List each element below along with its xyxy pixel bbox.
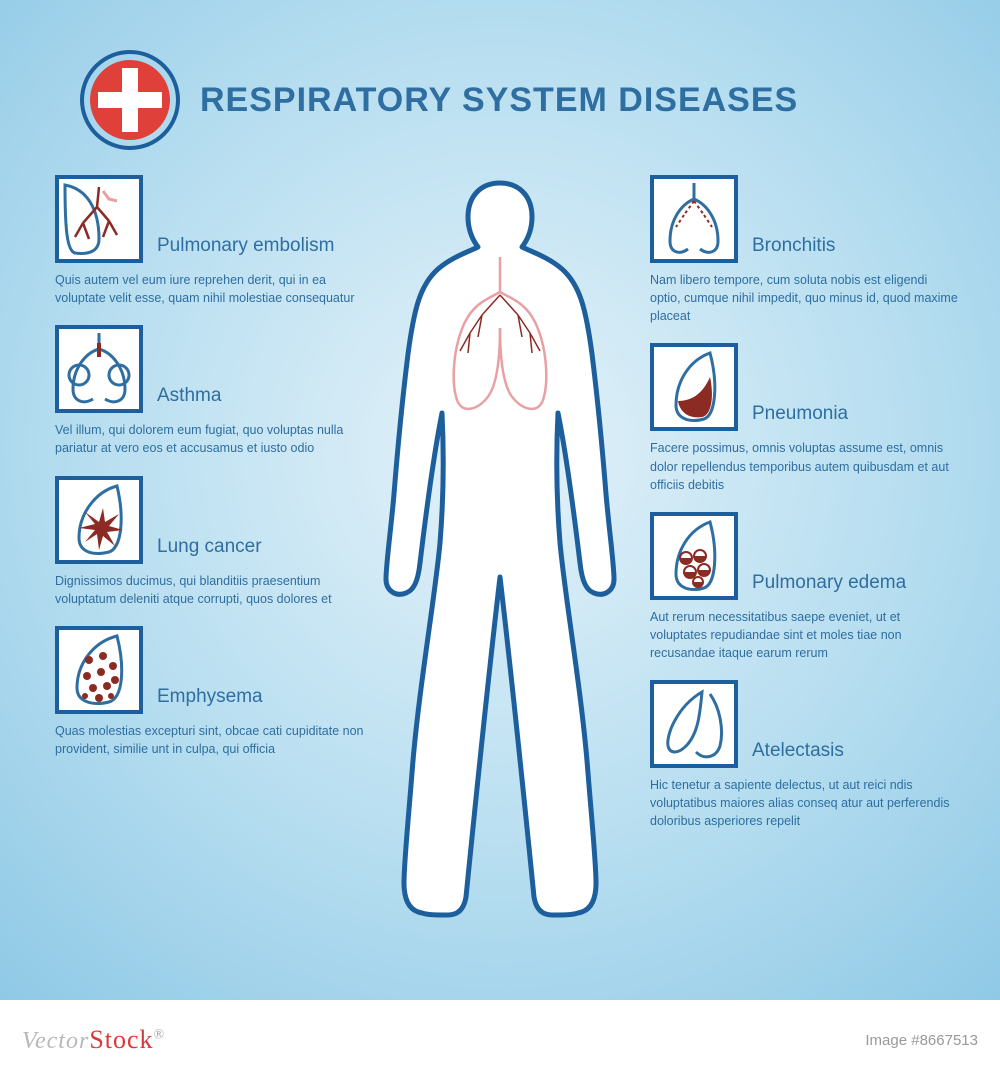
disease-atelectasis: Atelectasis Hic tenetur a sapiente delec… bbox=[650, 680, 960, 830]
brand-prefix: Vector bbox=[22, 1028, 89, 1054]
bronchitis-icon bbox=[650, 175, 738, 263]
brand-trademark: ® bbox=[154, 1027, 166, 1042]
disease-desc: Facere possimus, omnis voluptas assume e… bbox=[650, 439, 960, 493]
brand-suffix: Stock bbox=[89, 1025, 153, 1054]
infographic-canvas: RESPIRATORY SYSTEM DISEASES bbox=[0, 0, 1000, 1000]
disease-desc: Aut rerum necessitatibus saepe eveniet, … bbox=[650, 608, 960, 662]
lung-cancer-icon bbox=[55, 476, 143, 564]
disease-asthma: Asthma Vel illum, qui dolorem eum fugiat… bbox=[55, 325, 365, 457]
disease-pulmonary-edema: Pulmonary edema Aut rerum necessitatibus… bbox=[650, 512, 960, 662]
disease-title: Lung cancer bbox=[157, 536, 262, 558]
disease-pulmonary-embolism: Pulmonary embolism Quis autem vel eum iu… bbox=[55, 175, 365, 307]
disease-lung-cancer: Lung cancer Dignissimos ducimus, qui bla… bbox=[55, 476, 365, 608]
disease-title: Asthma bbox=[157, 385, 221, 407]
disease-desc: Dignissimos ducimus, qui blanditiis prae… bbox=[55, 572, 365, 608]
disease-title: Pulmonary edema bbox=[752, 572, 906, 594]
pulmonary-embolism-icon bbox=[55, 175, 143, 263]
image-number: Image #8667513 bbox=[865, 1032, 978, 1049]
disease-desc: Hic tenetur a sapiente delectus, ut aut … bbox=[650, 776, 960, 830]
page-title: RESPIRATORY SYSTEM DISEASES bbox=[200, 81, 798, 120]
pulmonary-edema-icon bbox=[650, 512, 738, 600]
disease-pneumonia: Pneumonia Facere possimus, omnis volupta… bbox=[650, 343, 960, 493]
medical-cross-icon bbox=[80, 50, 180, 150]
brand-logo: VectorStock® bbox=[22, 1025, 165, 1055]
disease-desc: Vel illum, qui dolorem eum fugiat, quo v… bbox=[55, 421, 365, 457]
disease-desc: Quas molestias excepturi sint, obcae cat… bbox=[55, 722, 365, 758]
left-column: Pulmonary embolism Quis autem vel eum iu… bbox=[55, 175, 365, 831]
disease-columns: Pulmonary embolism Quis autem vel eum iu… bbox=[0, 175, 1000, 831]
disease-title: Emphysema bbox=[157, 686, 263, 708]
disease-title: Bronchitis bbox=[752, 235, 835, 257]
pneumonia-icon bbox=[650, 343, 738, 431]
disease-bronchitis: Bronchitis Nam libero tempore, cum solut… bbox=[650, 175, 960, 325]
emphysema-icon bbox=[55, 626, 143, 714]
disease-desc: Quis autem vel eum iure reprehen derit, … bbox=[55, 271, 365, 307]
disease-desc: Nam libero tempore, cum soluta nobis est… bbox=[650, 271, 960, 325]
header: RESPIRATORY SYSTEM DISEASES bbox=[0, 0, 1000, 150]
footer: VectorStock® Image #8667513 bbox=[0, 1000, 1000, 1080]
disease-title: Pulmonary embolism bbox=[157, 235, 334, 257]
atelectasis-icon bbox=[650, 680, 738, 768]
right-column: Bronchitis Nam libero tempore, cum solut… bbox=[650, 175, 960, 831]
disease-emphysema: Emphysema Quas molestias excepturi sint,… bbox=[55, 626, 365, 758]
disease-title: Atelectasis bbox=[752, 740, 844, 762]
asthma-icon bbox=[55, 325, 143, 413]
disease-title: Pneumonia bbox=[752, 403, 848, 425]
